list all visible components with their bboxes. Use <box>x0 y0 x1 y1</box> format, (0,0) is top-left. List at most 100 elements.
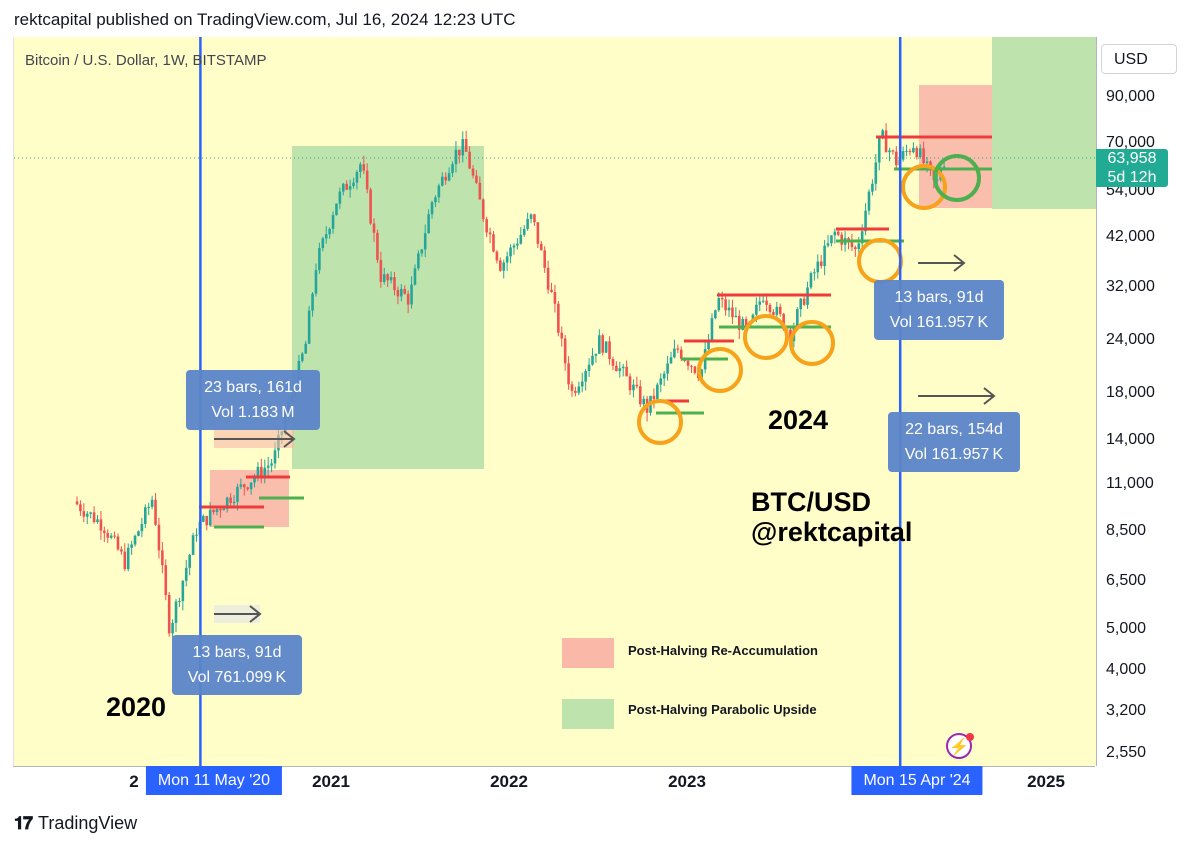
candle-body <box>103 530 106 534</box>
candle-body <box>239 484 243 487</box>
candle-body <box>246 487 250 490</box>
retest-circle <box>789 320 835 366</box>
candle-body <box>348 186 352 190</box>
candle-body <box>120 549 123 552</box>
candle-body <box>857 243 861 250</box>
candle-body <box>427 214 430 234</box>
candle-body <box>386 274 389 281</box>
candle-body <box>710 318 714 340</box>
candle-body <box>656 384 659 400</box>
currency-button[interactable]: USD <box>1101 44 1177 74</box>
candle-body <box>621 366 625 369</box>
candle-body <box>891 150 895 152</box>
candle-body <box>359 164 362 172</box>
candle-body <box>372 223 376 233</box>
candle-body <box>860 231 864 244</box>
candle-body <box>89 512 92 514</box>
candle-body <box>826 243 830 246</box>
candle-body <box>423 233 427 250</box>
candle-body <box>137 531 140 536</box>
candle-body <box>659 378 663 385</box>
candle-body <box>669 357 673 364</box>
info-bars: 23 bars, 161d <box>204 379 302 396</box>
pair-name: BTC/USD <box>751 487 871 517</box>
tradingview-logo[interactable]: 𝟏𝟕 TradingView <box>14 813 137 834</box>
sr-lines <box>199 135 992 529</box>
candle-body <box>604 341 608 353</box>
candle-body <box>321 238 325 249</box>
legend-swatch-parabolic <box>562 699 614 729</box>
candle-body <box>642 398 645 405</box>
candle-body <box>809 273 813 288</box>
candle-body <box>362 164 366 171</box>
retest-circle <box>697 347 743 393</box>
parabolic-zone-2024 <box>992 37 1096 209</box>
candle-body <box>925 161 929 163</box>
candle-body <box>471 168 475 176</box>
candle-body <box>420 249 424 254</box>
candle-body <box>82 511 86 517</box>
candle-body <box>533 214 536 223</box>
candle-body <box>335 203 338 216</box>
candle-body <box>935 179 939 181</box>
candle-body <box>570 384 574 391</box>
candle-body <box>741 318 744 330</box>
candle-body <box>662 373 666 379</box>
candle-body <box>324 234 328 239</box>
candle-body <box>877 138 881 163</box>
current-price-tag: 63,958 5d 12h <box>1096 149 1168 187</box>
candle-body <box>79 504 82 512</box>
info-volume: Vol 1.183 M <box>211 404 295 421</box>
price-tick-label: 70,000 <box>1106 134 1155 152</box>
reaccumulation-zone-2024 <box>919 85 992 208</box>
candle-body <box>901 151 905 160</box>
candle-body <box>338 191 342 204</box>
candle-body <box>174 601 178 623</box>
candle-body <box>553 291 557 304</box>
candle-body <box>768 304 772 313</box>
halving-date-badge-2020[interactable]: Mon 11 May '20 <box>145 766 283 795</box>
candle-body <box>171 622 174 634</box>
candle-body <box>567 363 570 385</box>
halving-date-badge-2024[interactable]: Mon 15 Apr '24 <box>851 766 983 795</box>
candle-body <box>273 450 277 464</box>
info-volume: Vol 161.957 K <box>889 314 989 331</box>
candle-body <box>256 466 260 478</box>
candle-body <box>509 247 512 257</box>
candle-body <box>536 222 540 244</box>
candle-body <box>212 509 215 513</box>
candle-body <box>468 151 471 169</box>
candle-body <box>836 231 840 235</box>
info-bars: 13 bars, 91d <box>192 644 282 661</box>
candle-body <box>400 288 403 297</box>
candle-body <box>413 268 417 285</box>
candle-body <box>895 151 898 166</box>
candle-body <box>205 515 209 526</box>
candle-body <box>417 253 420 269</box>
candle-body <box>598 335 601 354</box>
candle-body <box>488 232 492 235</box>
candle-body <box>563 338 567 364</box>
candle-body <box>744 318 748 326</box>
cycle-label-2024: 2024 <box>768 405 829 435</box>
candle-body <box>140 524 144 532</box>
lightning-icon[interactable]: ⚡ <box>946 733 972 759</box>
price-tick-label: 11,000 <box>1106 474 1154 492</box>
candle-body <box>116 536 120 550</box>
candle-body <box>717 298 721 311</box>
candle-body <box>355 171 359 183</box>
price-chart[interactable] <box>14 37 1096 766</box>
candle-body <box>150 499 154 507</box>
candle-body <box>485 219 488 233</box>
candle-body <box>727 307 731 311</box>
price-tick-label: 8,500 <box>1106 522 1147 540</box>
candle-body <box>147 506 151 508</box>
candle-body <box>389 277 393 281</box>
candle-body <box>625 366 628 377</box>
candle-body <box>219 509 222 511</box>
candle-body <box>481 199 485 220</box>
candle-body <box>720 298 724 300</box>
candle-body <box>884 130 888 153</box>
candle-body <box>440 176 444 186</box>
price-tick-label: 2,550 <box>1106 744 1147 761</box>
